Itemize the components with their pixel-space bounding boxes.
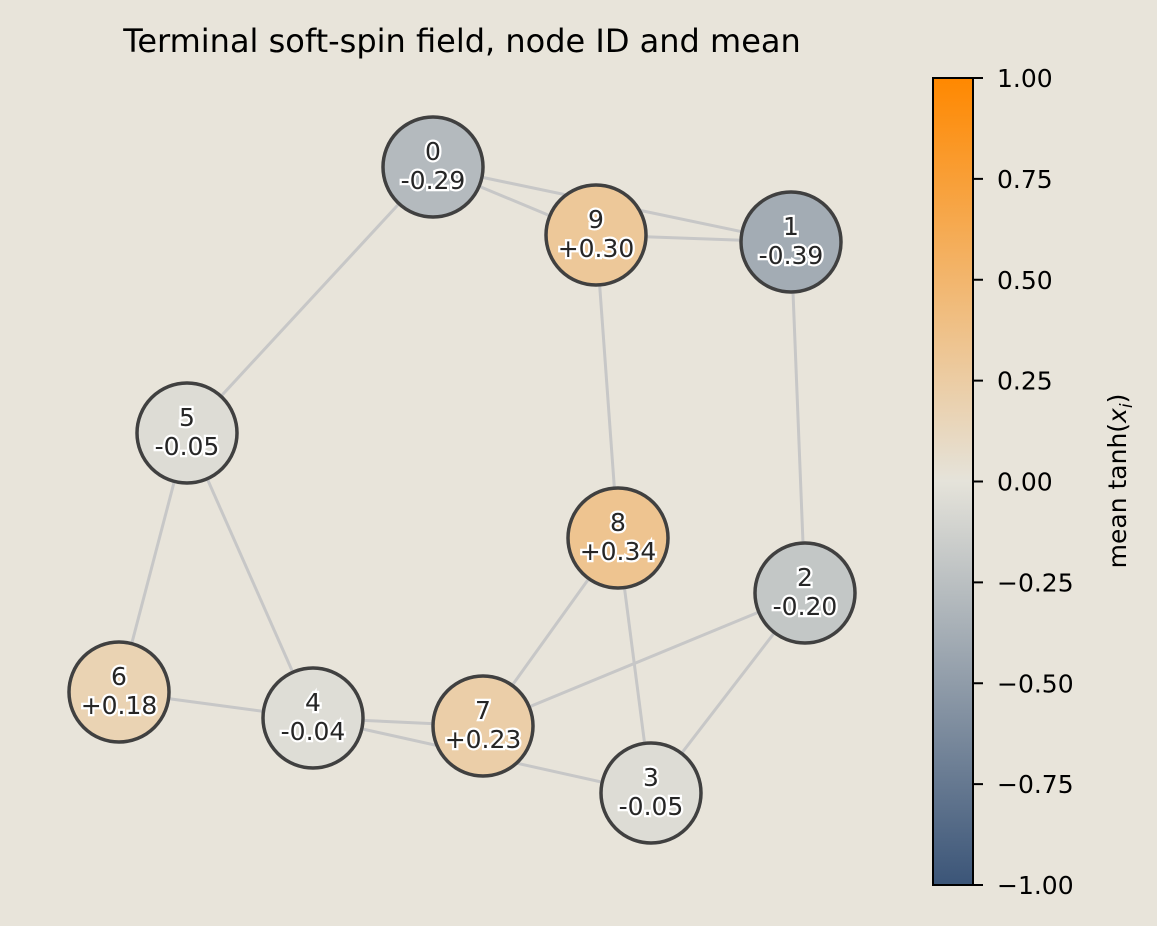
node-3: 3-0.05 [599, 741, 703, 845]
node-id-label: 1 [783, 212, 799, 241]
node-circle [135, 381, 239, 485]
node-id-label: 8 [610, 508, 626, 537]
colorbar-tick-label: −1.00 [997, 871, 1074, 900]
colorbar-tick-label: −0.25 [997, 568, 1074, 597]
colorbar-tick-label: 0.00 [997, 468, 1053, 497]
node-id-label: 6 [111, 662, 127, 691]
colorbar-tick-label: 0.25 [997, 367, 1053, 396]
edge-1-2 [789, 241, 807, 594]
node-id-label: 3 [643, 763, 659, 792]
node-mean-label: -0.20 [773, 592, 838, 621]
node-9: 9+0.30 [544, 183, 648, 287]
node-mean-label: +0.23 [445, 725, 522, 754]
node-id-label: 7 [475, 696, 491, 725]
edge-5-4 [185, 432, 315, 719]
node-circle [739, 190, 843, 294]
colorbar: 1.00 0.75 0.50 0.25 0.00 −0.25 −0.50 −0.75 −1.00… [932, 64, 1137, 900]
node-6: 6+0.18 [67, 640, 171, 744]
colorbar-tick-label: 0.75 [997, 165, 1053, 194]
figure-title: Terminal soft-spin field, node ID and me… [122, 22, 801, 60]
node-0: 0-0.29 [381, 115, 485, 219]
node-id-label: 0 [425, 137, 441, 166]
node-2: 2-0.20 [753, 541, 857, 645]
node-mean-label: -0.39 [759, 241, 824, 270]
node-mean-label: +0.30 [558, 234, 635, 263]
node-mean-label: -0.04 [281, 717, 346, 746]
node-circle [599, 741, 703, 845]
node-circle [431, 674, 535, 778]
edge-7-2 [482, 591, 806, 728]
node-8: 8+0.34 [566, 486, 670, 590]
colorbar-ticks: 1.00 0.75 0.50 0.25 0.00 −0.25 −0.50 −0.75 −1.00 [973, 64, 1074, 900]
node-layer: 0-0.291-0.392-0.203-0.054-0.045-0.056+0.… [67, 115, 857, 845]
colorbar-tick-label: 1.00 [997, 64, 1053, 93]
node-mean-label: +0.34 [580, 537, 657, 566]
node-mean-label: -0.05 [155, 432, 220, 461]
node-7: 7+0.23 [431, 674, 535, 778]
node-4: 4-0.04 [261, 666, 365, 770]
colorbar-gradient [932, 77, 974, 886]
node-5: 5-0.05 [135, 381, 239, 485]
node-id-label: 9 [588, 205, 604, 234]
edge-0-5 [185, 165, 435, 435]
node-1: 1-0.39 [739, 190, 843, 294]
node-circle [753, 541, 857, 645]
colorbar-tick-label: 0.50 [997, 266, 1053, 295]
colorbar-tick-label: −0.75 [997, 770, 1074, 799]
colorbar-tick-label: −0.50 [997, 669, 1074, 698]
node-mean-label: -0.05 [619, 792, 684, 821]
node-mean-label: +0.18 [81, 691, 158, 720]
node-id-label: 2 [797, 563, 813, 592]
node-mean-label: -0.29 [401, 166, 466, 195]
node-circle [544, 183, 648, 287]
node-id-label: 4 [305, 688, 321, 717]
node-circle [67, 640, 171, 744]
node-circle [381, 115, 485, 219]
node-circle [261, 666, 365, 770]
node-id-label: 5 [179, 403, 195, 432]
colorbar-label: mean tanh(xi) [1103, 394, 1137, 569]
node-circle [566, 486, 670, 590]
